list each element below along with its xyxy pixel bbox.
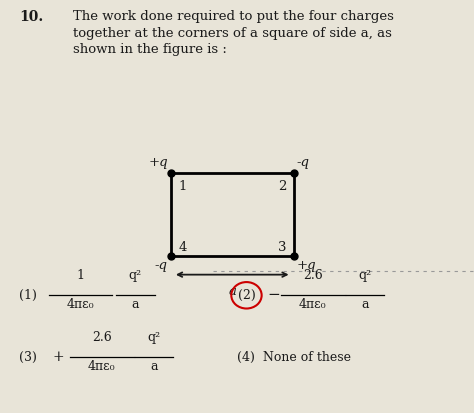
Text: (3): (3) (19, 351, 37, 364)
Text: (2): (2) (237, 289, 255, 302)
Text: 4πε₀: 4πε₀ (299, 298, 327, 311)
Text: a: a (131, 298, 139, 311)
Text: 1: 1 (178, 180, 187, 193)
Text: together at the corners of a square of side a, as: together at the corners of a square of s… (73, 27, 392, 40)
Text: 1: 1 (77, 269, 84, 282)
Text: a: a (361, 298, 369, 311)
Text: 2.6: 2.6 (92, 331, 112, 344)
Text: +: + (52, 350, 64, 364)
Text: 4: 4 (178, 241, 187, 254)
Text: 2: 2 (278, 180, 286, 193)
Text: +q: +q (148, 157, 168, 169)
Text: a: a (150, 360, 158, 373)
Text: 4πε₀: 4πε₀ (67, 298, 94, 311)
Text: −: − (268, 288, 281, 302)
Text: The work done required to put the four charges: The work done required to put the four c… (73, 10, 394, 23)
Text: q²: q² (358, 269, 372, 282)
Text: a: a (228, 285, 236, 298)
Text: shown in the figure is :: shown in the figure is : (73, 43, 228, 56)
Text: q²: q² (128, 269, 142, 282)
Text: +q: +q (297, 259, 316, 271)
Text: 3: 3 (278, 241, 286, 254)
Text: -q: -q (297, 157, 310, 169)
Text: (4)  None of these: (4) None of these (237, 351, 351, 364)
Text: -q: -q (155, 259, 168, 271)
Text: 2.6: 2.6 (303, 269, 323, 282)
Text: 4πε₀: 4πε₀ (88, 360, 116, 373)
Text: q²: q² (147, 331, 161, 344)
Text: (1): (1) (19, 289, 37, 302)
Text: 10.: 10. (19, 10, 43, 24)
